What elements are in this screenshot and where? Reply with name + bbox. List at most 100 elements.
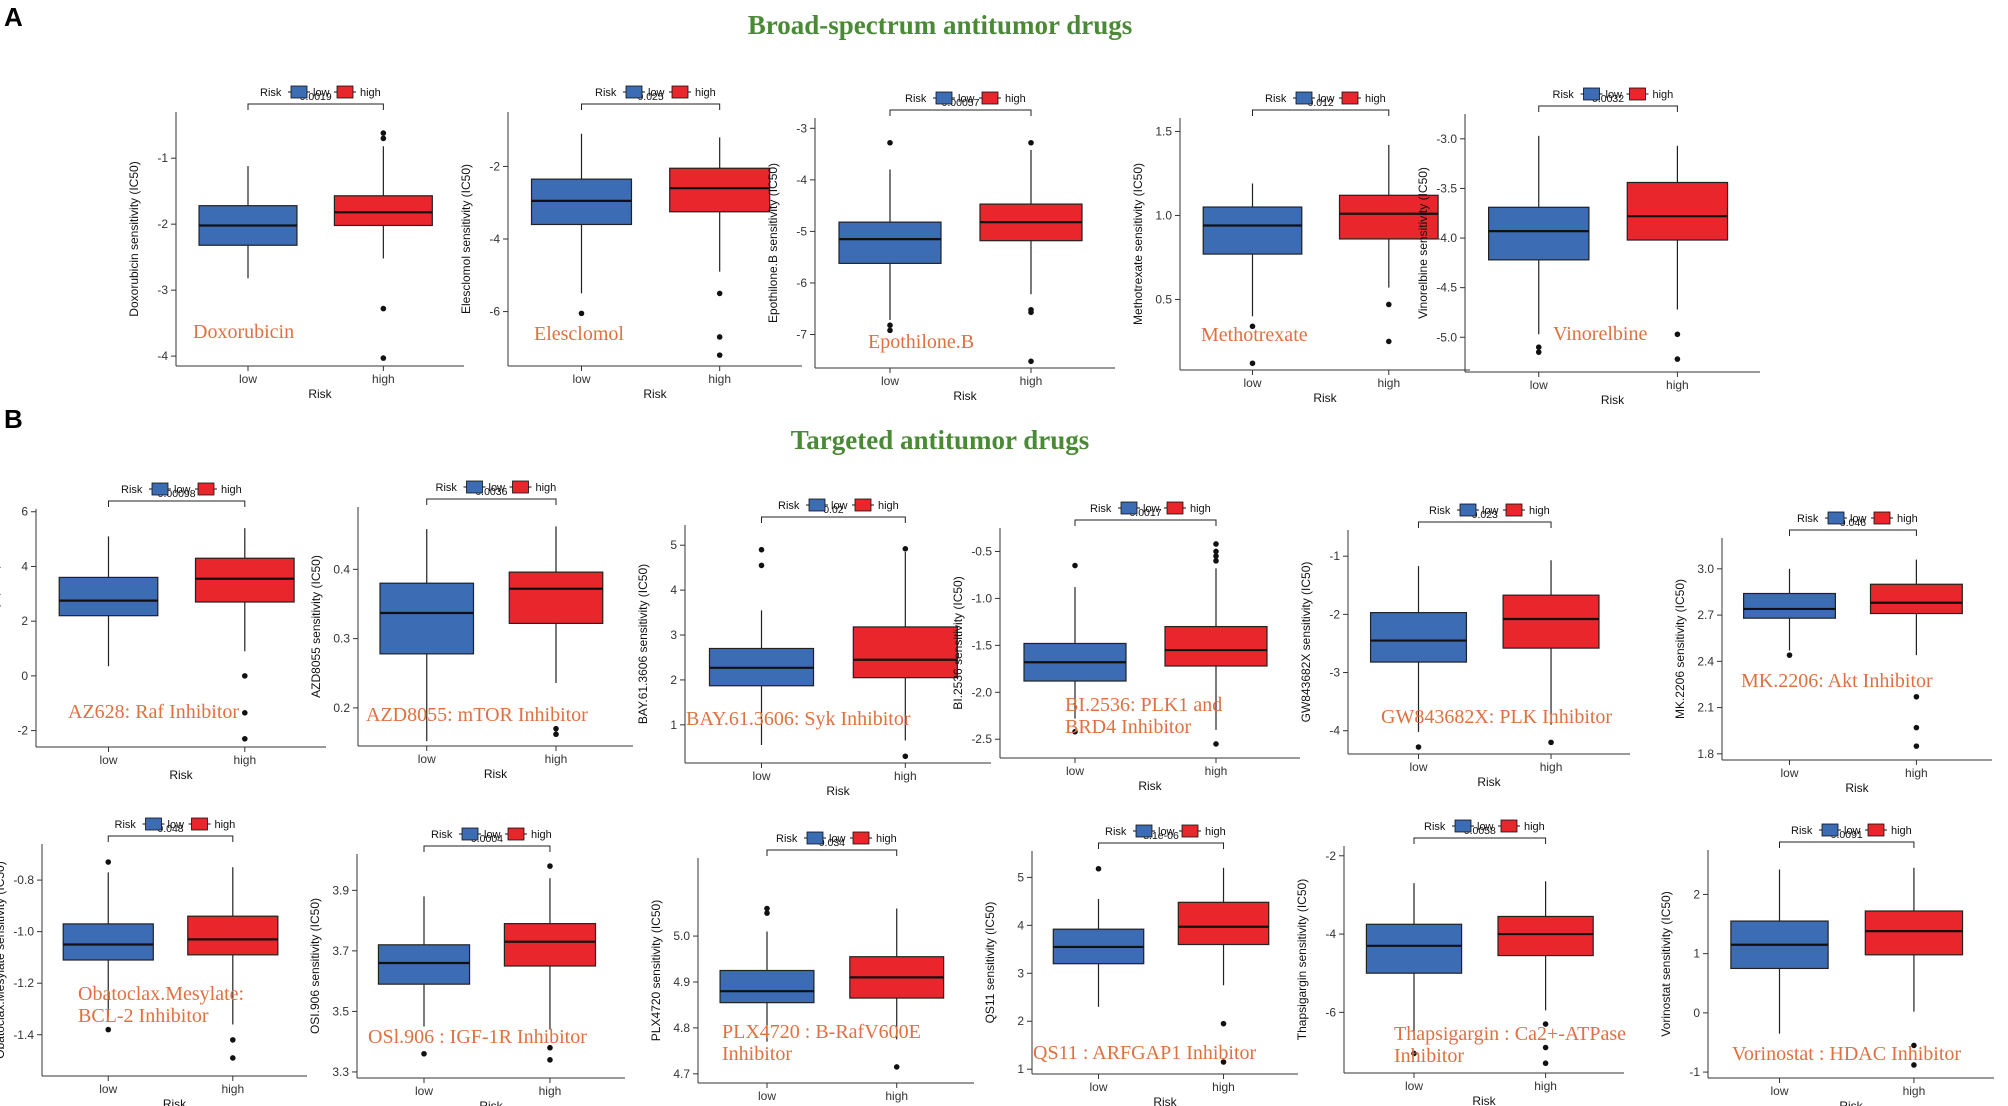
outlier-point-high: [1674, 356, 1681, 362]
y-tick-label: 3: [670, 628, 677, 642]
legend-title: Risk: [1797, 513, 1819, 525]
outlier-point-high: [242, 710, 248, 716]
p-value-label: 0.0091: [1831, 829, 1863, 841]
bracket-line: [1779, 841, 1915, 848]
x-tick-label: low: [239, 372, 257, 386]
panel-b-letter: B: [4, 404, 23, 434]
pvalue-bracket: 0.012: [1252, 97, 1390, 116]
box-rect-low: [838, 221, 942, 264]
y-axis-title: AZ628 sensitivity (IC50): [0, 564, 1, 691]
drug-label-line: Epothilone.B: [868, 331, 974, 353]
y-tick-label: -4: [1329, 724, 1340, 738]
boxplot-2: -7 -6 -5 -4 -3 Epothilone.B sensitivity (IC50…: [766, 97, 1115, 403]
boxplot-15: -6 -4 -2 Thapsigargin sensitivity (IC50) low…: [1295, 825, 1626, 1106]
legend-low-label: low: [489, 482, 506, 494]
box-low: [198, 166, 298, 279]
p-value-label: 0.048: [157, 823, 183, 835]
legend-low-swatch: [466, 480, 483, 494]
outlier-point-low: [887, 139, 893, 146]
bracket-line: [1074, 519, 1217, 526]
box-rect-high: [503, 923, 597, 967]
y-axis-title: MK.2206 sensitivity (IC50): [1673, 579, 1687, 719]
box-low: [379, 529, 475, 742]
legend-title: Risk: [776, 833, 798, 845]
outlier-point-low: [578, 310, 585, 317]
y-axis-title: PLX4720 sensitivity (IC50): [649, 900, 663, 1041]
pvalue-bracket: 0.0036: [426, 486, 557, 505]
y-tick-label: -4.0: [1436, 231, 1457, 245]
y-tick-label: 4.8: [673, 1021, 690, 1035]
legend-1: Risk low high: [595, 85, 716, 99]
x-axis-title: Risk: [953, 389, 977, 403]
x-axis-title: Risk: [1472, 1094, 1496, 1106]
x-axis-title: Risk: [1313, 391, 1337, 405]
legend-16: Risk low high: [1791, 823, 1912, 837]
legend-high-swatch: [1166, 501, 1184, 515]
legend-high-label: high: [1897, 513, 1918, 525]
legend-high-label: high: [878, 500, 899, 512]
x-tick-label: high: [1666, 378, 1689, 392]
x-axis-title: Risk: [484, 767, 508, 781]
outlier-point-high: [1913, 693, 1920, 700]
legend-title: Risk: [1429, 505, 1451, 517]
x-tick-label: high: [894, 769, 917, 783]
x-tick-label: high: [545, 752, 568, 766]
drug-label-line: Obatoclax.Mesylate:: [78, 983, 244, 1005]
legend-2: Risk low high: [905, 91, 1026, 105]
outlier-point-high: [242, 735, 248, 742]
x-tick-label: high: [372, 372, 395, 386]
pvalue-bracket: 0.0004: [423, 833, 551, 852]
y-tick-label: -2: [1329, 607, 1340, 621]
drug-label-line: BRD4 Inhibitor: [1065, 716, 1191, 738]
boxplot-16: -1 0 1 2 Vorinostat sensitivity (IC50) low hig…: [1659, 829, 1994, 1106]
drug-label: Thapsigargin : Ca2+-ATPase Inhibitor: [1394, 1023, 1626, 1067]
bracket-line: [108, 500, 246, 507]
legend-title: Risk: [1105, 826, 1127, 838]
panel-a-letter: A: [4, 2, 23, 32]
bracket-line: [1789, 529, 1917, 536]
box-low: [1052, 865, 1145, 1007]
legend-high-label: high: [1190, 503, 1211, 515]
legend-12: Risk low high: [431, 827, 552, 841]
y-tick-label: -7: [796, 327, 807, 341]
legend-low-swatch: [1295, 91, 1313, 105]
outlier-point-high: [553, 725, 559, 732]
legend-high-label: high: [876, 833, 897, 845]
x-tick-label: low: [752, 769, 770, 783]
x-tick-label: low: [1405, 1079, 1423, 1093]
p-value-label: 0.0017: [1129, 507, 1161, 519]
y-axis-title: BI.2536 sensitivity (IC50): [951, 576, 965, 709]
bracket-line: [107, 835, 234, 842]
x-tick-label: low: [758, 1089, 776, 1103]
legend-high-label: high: [1529, 505, 1550, 517]
bracket-line: [426, 498, 557, 505]
panel-b-title: Targeted antitumor drugs: [791, 425, 1090, 455]
legend-title: Risk: [121, 484, 143, 496]
drug-label: PLX4720 : B-RafV600E Inhibitor: [722, 1021, 921, 1065]
outlier-point-high: [1220, 1059, 1227, 1065]
x-axis-title: Risk: [1153, 1095, 1177, 1106]
x-tick-label: high: [1205, 764, 1228, 778]
outlier-point-low: [1415, 744, 1422, 750]
y-tick-label: 1.5: [1155, 124, 1172, 138]
y-axis-title: AZD8055 sensitivity (IC50): [309, 555, 323, 698]
box-low: [58, 536, 159, 667]
legend-high-label: high: [215, 819, 236, 831]
pvalue-bracket: 0.0017: [1074, 507, 1217, 526]
legend-high-label: high: [1365, 93, 1386, 105]
box-low: [1202, 183, 1303, 367]
pvalue-bracket: 0.0091: [1779, 829, 1915, 848]
y-tick-label: -3.0: [1436, 132, 1457, 146]
y-tick-label: -1.2: [13, 976, 34, 990]
legend-title: Risk: [260, 87, 282, 99]
y-tick-label: -0.8: [13, 873, 34, 887]
legend-low-swatch: [1827, 511, 1845, 525]
box-high: [1164, 541, 1268, 747]
legend-high-label: high: [1891, 825, 1912, 837]
outlier-point-high: [1674, 331, 1681, 338]
y-axis-title: Obatoclax.Mesylate sensitivity (IC50): [0, 861, 7, 1058]
y-tick-label: -6: [1325, 1005, 1336, 1019]
y-tick-label: 3.5: [332, 1004, 349, 1018]
legend-title: Risk: [595, 87, 617, 99]
outlier-point-high: [902, 546, 909, 552]
